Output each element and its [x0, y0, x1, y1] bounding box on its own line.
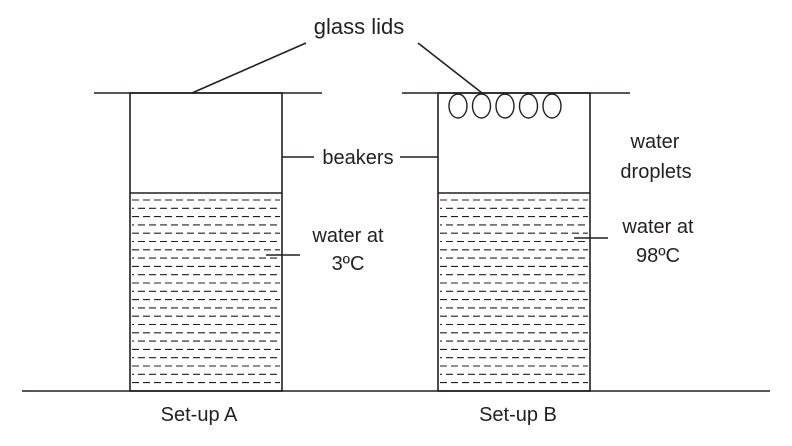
label-water-droplets-line2: droplets — [620, 161, 691, 183]
setup-b — [402, 92, 630, 392]
water-droplet — [448, 93, 468, 119]
label-water-temp-b-line2: 98ºC — [636, 245, 680, 267]
label-water-temp-a-line1: water at — [311, 225, 384, 247]
label-beakers: beakers — [322, 147, 393, 169]
label-water-temp-a-line2: 3ºC — [332, 253, 365, 275]
water-droplet — [471, 93, 492, 119]
label-water-droplets-line1: water — [630, 131, 680, 153]
leader-glass-lid-b — [417, 42, 483, 94]
leader-glass-lid-a — [191, 42, 307, 94]
water-droplet — [518, 93, 539, 119]
setup-a — [94, 92, 322, 392]
water-droplet — [542, 93, 562, 119]
label-setup-a: Set-up A — [161, 404, 238, 426]
beaker-b — [437, 92, 591, 392]
water-droplet — [495, 93, 515, 119]
water-droplets — [448, 93, 562, 119]
water-b — [440, 199, 588, 384]
beaker-a — [129, 92, 283, 392]
label-setup-b: Set-up B — [479, 404, 557, 426]
label-glass-lids: glass lids — [314, 14, 404, 39]
label-water-temp-b-line1: water at — [621, 216, 694, 238]
water-a — [132, 199, 280, 384]
